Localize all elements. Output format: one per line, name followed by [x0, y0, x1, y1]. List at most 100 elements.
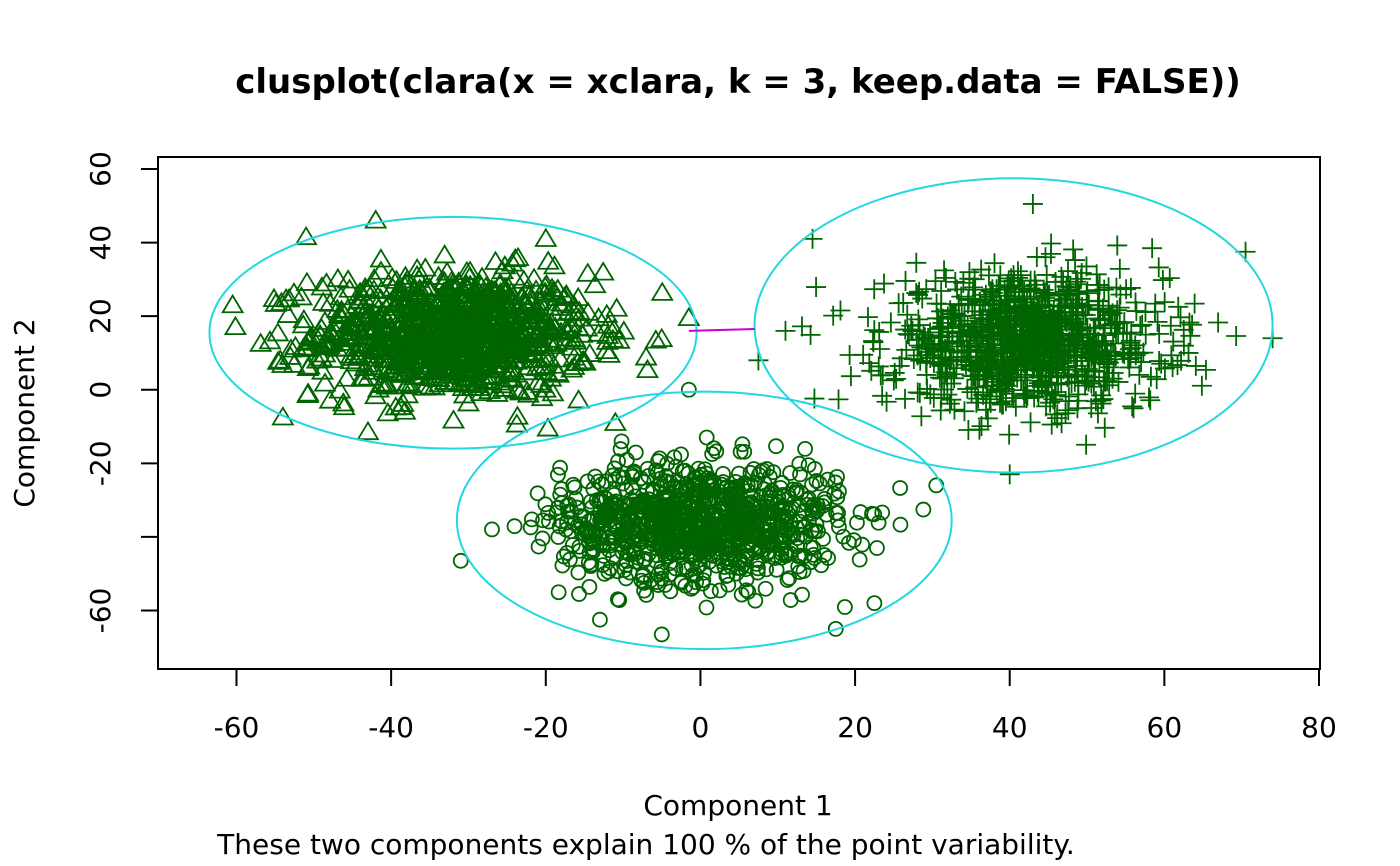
circle-point [550, 584, 567, 601]
circle-point [928, 477, 945, 494]
y-axis-label: Component 2 [8, 318, 41, 507]
circle-point [570, 564, 587, 581]
triangle-point [321, 348, 345, 368]
triangle-point [387, 289, 411, 309]
triangle-point [327, 303, 351, 323]
circle-point [581, 524, 598, 541]
plus-point [975, 346, 996, 367]
triangle-point [336, 298, 360, 318]
circle-point [800, 457, 817, 474]
plus-point [1026, 325, 1047, 346]
plus-point [1087, 274, 1108, 295]
plus-point [896, 339, 917, 360]
plus-point [999, 337, 1020, 358]
plus-point [1145, 293, 1166, 314]
plus-point [959, 268, 980, 289]
circle-point [678, 532, 695, 549]
plus-point [923, 387, 944, 408]
circle-point [687, 530, 704, 546]
circle-point [705, 531, 722, 548]
circle-point [698, 599, 715, 616]
circle-point [686, 550, 703, 567]
plus-point [1119, 357, 1140, 378]
circle-point [779, 572, 796, 588]
triangle-point [526, 371, 550, 391]
plus-point [1123, 398, 1144, 419]
triangle-point [361, 289, 385, 309]
triangle-point [562, 301, 586, 322]
plus-point [1125, 383, 1146, 404]
triangle-point [364, 209, 388, 229]
circle-point [661, 555, 678, 572]
plus-point [1094, 352, 1115, 373]
circle-point [835, 528, 852, 545]
plus-point [947, 346, 968, 367]
triangle-point [495, 280, 519, 300]
triangle-point [305, 349, 329, 369]
plus-point [1148, 257, 1169, 278]
cluster-link-line [688, 328, 755, 332]
triangle-point [570, 323, 594, 343]
plus-point [996, 313, 1017, 334]
circle-point [598, 473, 614, 490]
triangle-point [522, 301, 546, 321]
circle-point [649, 464, 666, 481]
plus-point [1180, 325, 1201, 346]
triangle-point [650, 327, 674, 347]
circle-point [773, 545, 790, 562]
triangle-point [484, 359, 508, 379]
plus-point [999, 464, 1020, 485]
circle-point [708, 443, 725, 460]
plus-point [1040, 392, 1061, 413]
triangle-point [483, 348, 507, 368]
plus-point [864, 279, 885, 300]
plus-point [984, 253, 1005, 274]
plus-point [1184, 293, 1205, 314]
plus-point [990, 392, 1011, 413]
triangle-point [483, 250, 508, 270]
circle-point [673, 573, 690, 590]
plus-point [1063, 308, 1084, 329]
triangle-point [596, 324, 620, 344]
plus-point [1015, 352, 1036, 373]
circle-point [649, 574, 666, 591]
circle-point [816, 547, 833, 563]
plus-point [925, 271, 946, 292]
circle-point [674, 463, 691, 479]
x-tick-label: -20 [523, 711, 569, 744]
circle-point [706, 482, 722, 498]
circle-point [755, 504, 772, 521]
plus-point [1006, 327, 1027, 348]
triangle-point [384, 396, 408, 416]
triangle-point [583, 273, 607, 294]
circle-point [484, 521, 500, 538]
triangle-point [430, 302, 454, 322]
plus-point [1048, 285, 1069, 306]
plus-point [954, 401, 975, 422]
plus-point [906, 252, 927, 273]
plus-point [1019, 280, 1040, 301]
plus-point [1196, 359, 1216, 380]
circle-point [558, 521, 574, 538]
triangle-point [369, 248, 393, 268]
triangle-point [376, 401, 400, 422]
triangle-point [391, 392, 415, 412]
triangle-point [491, 292, 515, 312]
plus-point [1125, 345, 1146, 366]
circle-point [636, 497, 653, 514]
circle-point [719, 550, 736, 566]
circle-point [874, 504, 891, 521]
plus-point [911, 406, 932, 427]
plus-point [980, 286, 1001, 307]
triangle-point [366, 310, 390, 330]
circle-point [609, 591, 626, 608]
plus-point [1154, 358, 1175, 379]
triangle-point [470, 337, 494, 357]
triangle-point [505, 323, 529, 343]
circle-point [678, 517, 695, 534]
plus-point [1041, 329, 1062, 350]
plus-point [869, 321, 890, 342]
plus-point [958, 289, 979, 310]
triangle-point [276, 303, 300, 323]
y-tick-label: 20 [84, 298, 117, 334]
